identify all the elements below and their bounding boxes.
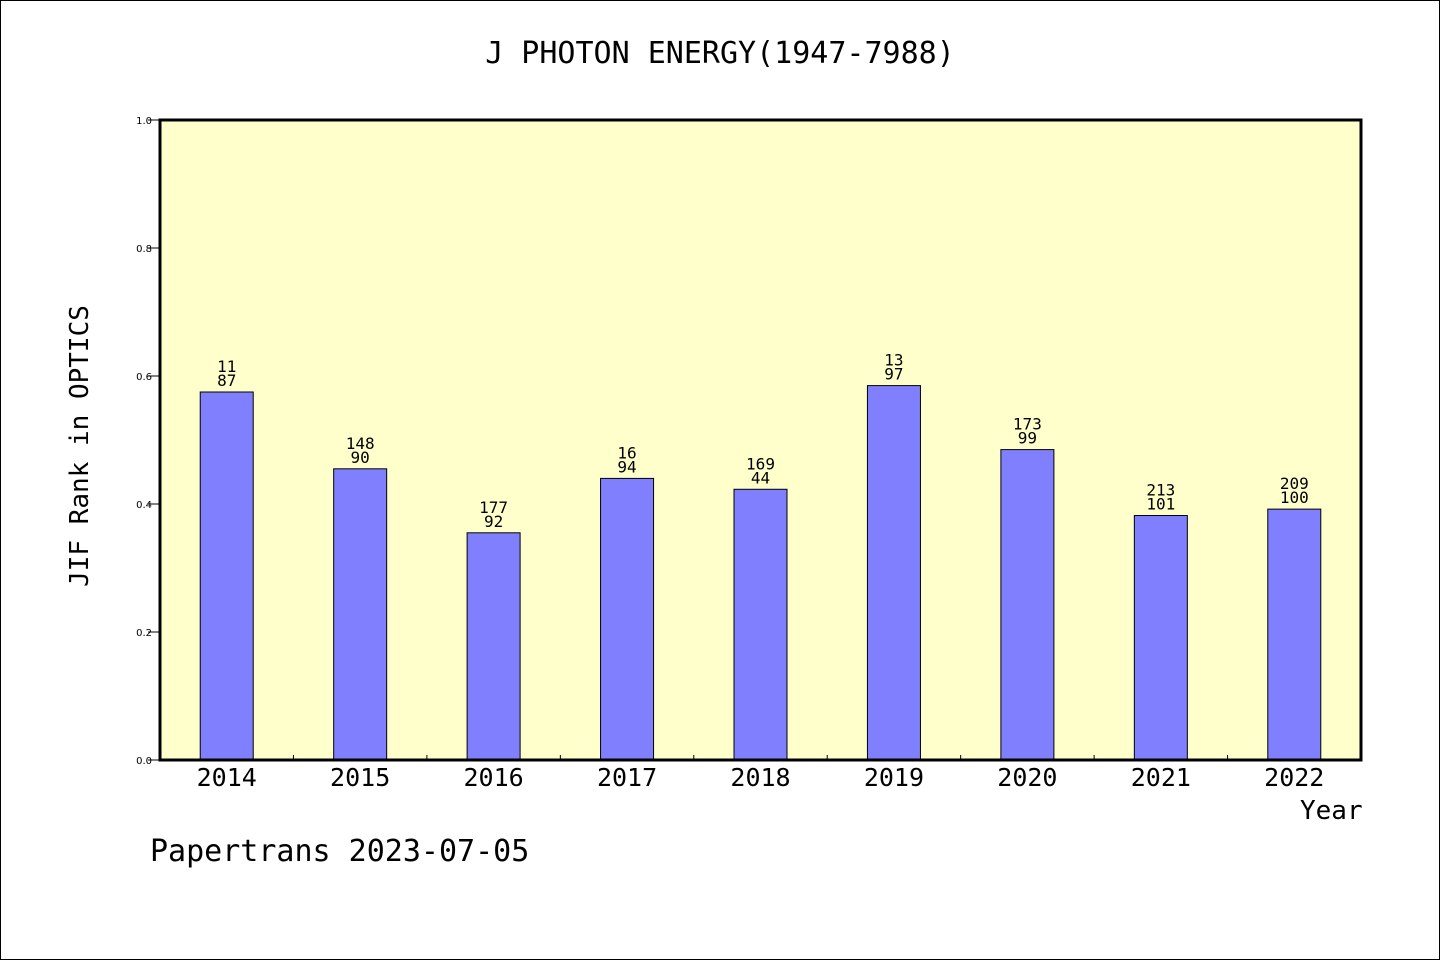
x-tick-label: 2020 bbox=[997, 763, 1057, 792]
bar-label-top: 209 bbox=[1280, 474, 1309, 493]
x-tick-label: 2021 bbox=[1131, 763, 1191, 792]
y-tick-label: 0.8 bbox=[136, 244, 152, 255]
plot-border bbox=[158, 118, 1363, 762]
x-tick-label: 2019 bbox=[864, 763, 924, 792]
bar-label-bottom: 97 bbox=[884, 365, 903, 384]
x-tick-label: 2016 bbox=[464, 763, 524, 792]
bar-label-top: 11 bbox=[217, 357, 236, 376]
bar bbox=[600, 477, 655, 761]
bar bbox=[1267, 508, 1322, 761]
bar-label-top: 173 bbox=[1013, 415, 1042, 434]
bar bbox=[333, 468, 388, 761]
bar-label-top: 148 bbox=[346, 434, 375, 453]
x-tick-label: 2018 bbox=[730, 763, 790, 792]
y-tick-label: 1.0 bbox=[136, 116, 152, 127]
bar-label-bottom: 90 bbox=[351, 448, 370, 467]
bar-label-bottom: 87 bbox=[217, 371, 236, 390]
x-tick-label: 2022 bbox=[1264, 763, 1324, 792]
footer-text: Papertrans 2023-07-05 bbox=[150, 834, 530, 869]
x-tick-label: 2014 bbox=[197, 763, 257, 792]
y-tick-label: 0.6 bbox=[136, 372, 152, 383]
x-tick-label: 2017 bbox=[597, 763, 657, 792]
bar-label-bottom: 99 bbox=[1018, 429, 1037, 448]
bar-label-top: 169 bbox=[746, 454, 775, 473]
y-tick-label: 0.2 bbox=[136, 628, 152, 639]
bar bbox=[1000, 449, 1055, 761]
bar bbox=[199, 391, 254, 761]
bar-label-bottom: 101 bbox=[1146, 495, 1175, 514]
bar-label-top: 13 bbox=[884, 351, 903, 370]
bar-label-top: 16 bbox=[617, 443, 636, 462]
bar bbox=[466, 532, 521, 761]
bar-label-top: 177 bbox=[479, 498, 508, 517]
x-axis-label: Year bbox=[1300, 796, 1363, 826]
bar-label-bottom: 100 bbox=[1280, 488, 1309, 507]
y-tick-label: 0.0 bbox=[136, 756, 152, 767]
chart-title: J PHOTON ENERGY(1947-7988) bbox=[485, 36, 955, 71]
bar bbox=[1133, 515, 1188, 761]
bar-label-bottom: 44 bbox=[751, 468, 770, 487]
bar-label-bottom: 92 bbox=[484, 512, 503, 531]
bar-label-bottom: 94 bbox=[617, 457, 636, 476]
bar-label-top: 213 bbox=[1146, 481, 1175, 500]
bar bbox=[866, 385, 921, 761]
bar bbox=[733, 488, 788, 761]
y-tick-label: 0.4 bbox=[136, 500, 152, 511]
x-tick-label: 2015 bbox=[330, 763, 390, 792]
